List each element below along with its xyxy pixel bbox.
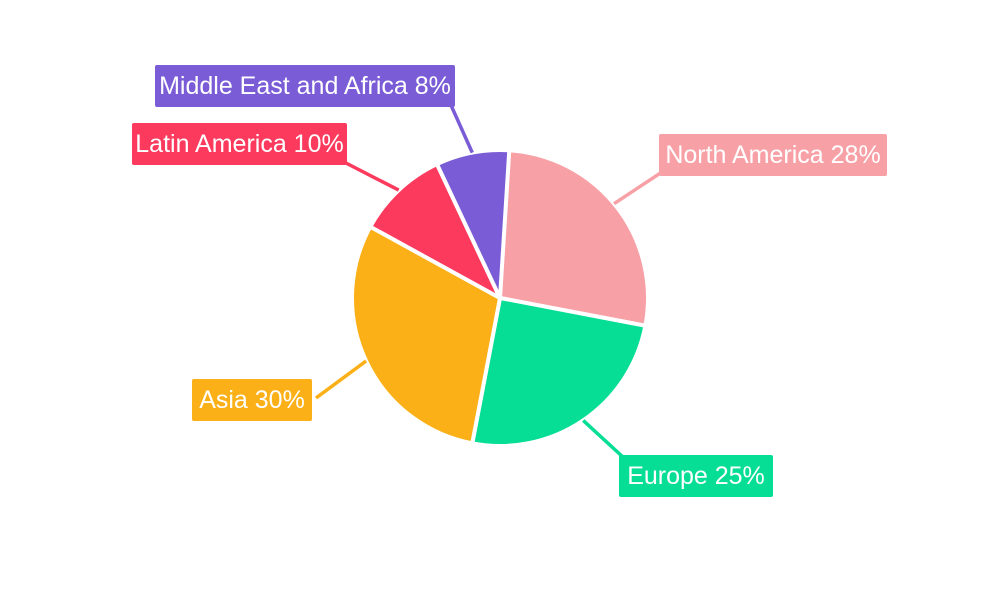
leader-line-europe xyxy=(582,419,626,460)
pie-slice-asia[interactable] xyxy=(350,224,502,446)
pie-slice-europe[interactable] xyxy=(470,296,648,448)
slice-label-latin-america: Latin America 10% xyxy=(132,123,347,165)
slice-label-asia: Asia 30% xyxy=(192,379,312,421)
leader-line-north-america xyxy=(613,170,663,206)
slice-label-europe: Europe 25% xyxy=(619,455,773,497)
slice-label-middle-east-and-africa: Middle East and Africa 8% xyxy=(155,65,455,107)
leader-line-middle-east-and-africa xyxy=(448,102,474,154)
slice-label-north-america: North America 28% xyxy=(659,134,887,176)
leader-line-latin-america xyxy=(343,160,400,192)
leader-line-asia xyxy=(314,359,368,400)
pie-slice-north-america[interactable] xyxy=(498,148,650,328)
pie-slice-latin-america[interactable] xyxy=(368,162,502,300)
